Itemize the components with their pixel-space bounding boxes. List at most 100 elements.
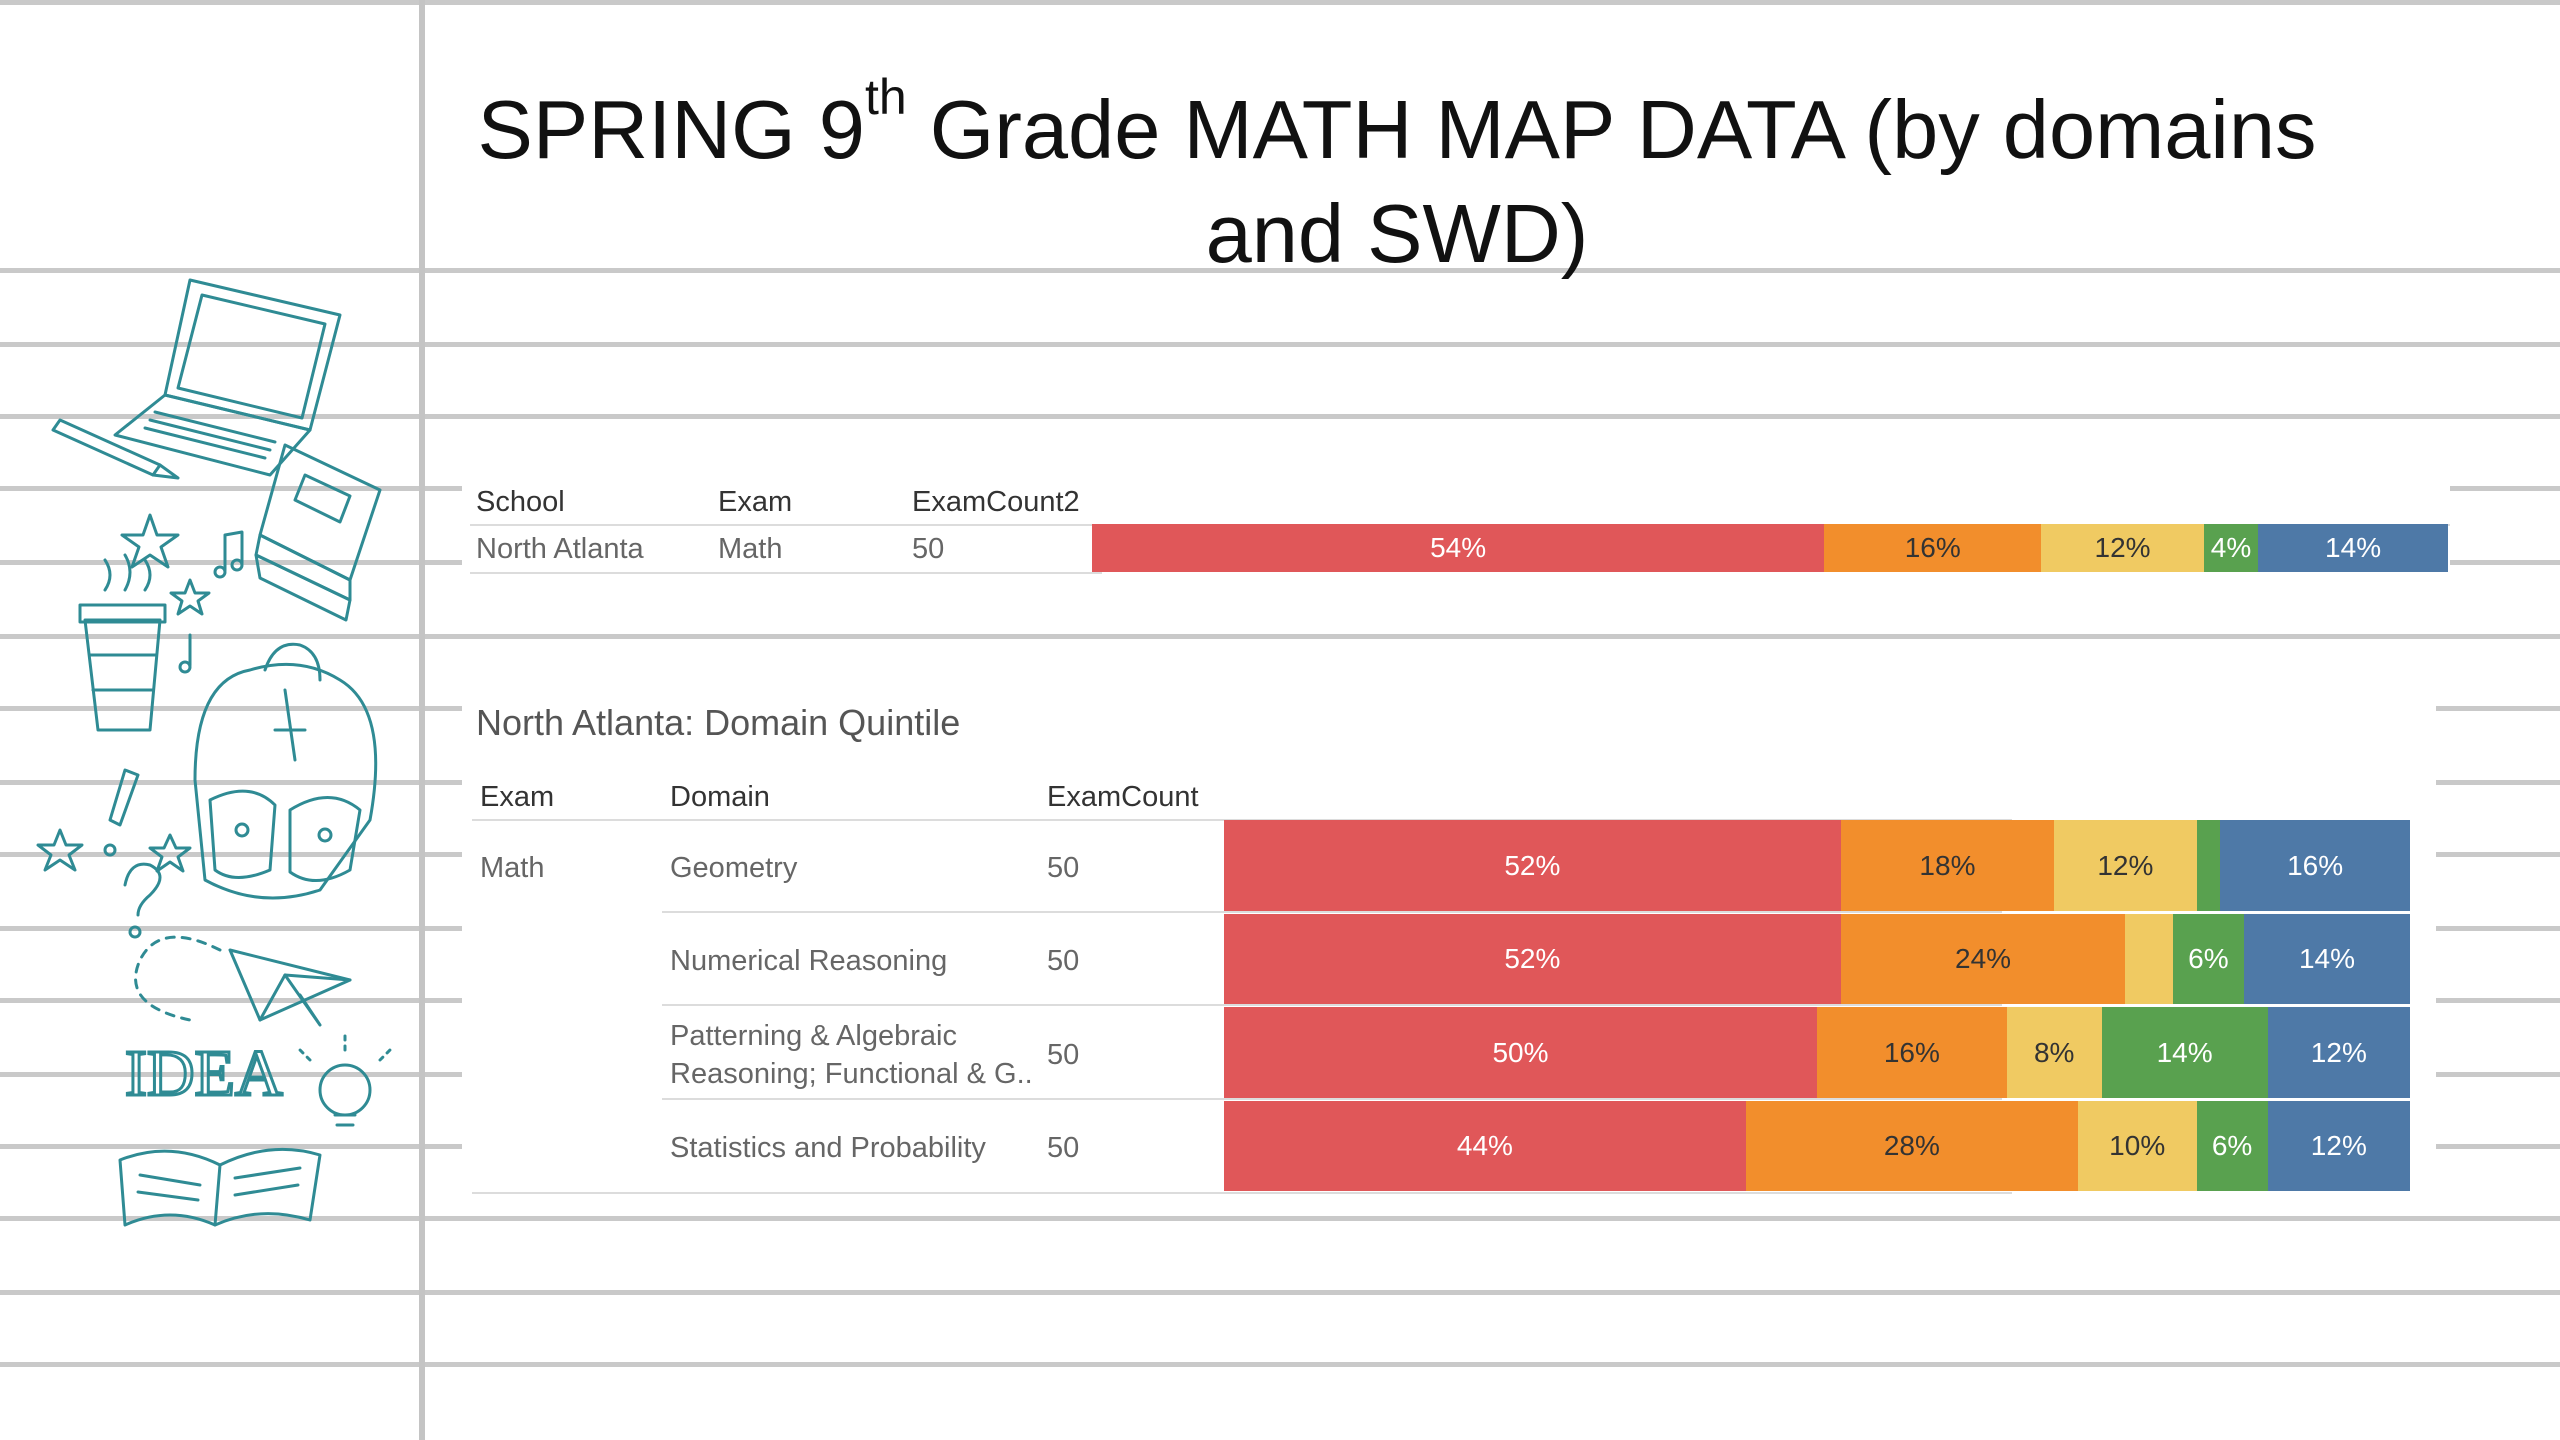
pen-icon	[51, 418, 180, 480]
segment-quintile-4: 14%	[2101, 1007, 2268, 1098]
data-label: 4%	[2210, 532, 2252, 563]
data-label: 14%	[2325, 532, 2382, 563]
data-label: 16%	[2287, 849, 2344, 881]
segment-quintile-2: 28%	[1745, 1101, 2078, 1191]
cell-exam-count: 50	[1047, 1039, 1080, 1071]
cell-exam-count: 50	[1047, 1132, 1080, 1164]
data-label: 18%	[1919, 849, 1976, 881]
cell-domain: Numerical Reasoning	[670, 945, 948, 977]
segment-quintile-2: 16%	[1817, 1007, 2007, 1098]
segment-quintile-5: 12%	[2267, 1007, 2410, 1098]
data-label: 50%	[1492, 1036, 1549, 1068]
segment-quintile-5: 14%	[2258, 524, 2448, 572]
paper-plane-icon	[134, 935, 352, 1027]
segment-quintile-3: 12%	[2054, 820, 2197, 911]
segment-quintile-3	[2125, 914, 2173, 1004]
margin-line	[419, 0, 425, 1440]
header-exam-count: ExamCount	[1047, 781, 1199, 813]
stacked-bar-domain: 52% 24% 6% 14%	[1224, 914, 2410, 1004]
segment-quintile-4	[2196, 820, 2221, 911]
title-rest: Grade MATH MAP DATA (by domains and SWD)	[906, 83, 2317, 280]
data-label: 14%	[2298, 943, 2355, 974]
segment-quintile-2: 16%	[1824, 524, 2042, 572]
cell-domain: Statistics and Probability	[670, 1132, 986, 1164]
segment-quintile-4: 4%	[2203, 524, 2259, 572]
header-exam-count: ExamCount2	[912, 486, 1080, 518]
segment-quintile-1: 54%	[1092, 524, 1825, 572]
ruled-line	[0, 414, 2560, 419]
exclamation-icon	[103, 768, 140, 857]
books-icon	[254, 443, 382, 622]
segment-quintile-1: 52%	[1224, 914, 1841, 1004]
data-label: 16%	[1883, 1036, 1940, 1068]
segment-quintile-1: 50%	[1224, 1007, 1817, 1098]
data-label: 12%	[2310, 1130, 2367, 1161]
title-superscript: th	[864, 69, 907, 125]
star-icon	[120, 513, 211, 616]
data-label: 52%	[1504, 849, 1561, 881]
table-bottom-separator	[472, 1192, 2012, 1194]
cell-domain: Geometry	[670, 852, 798, 884]
cell-domain-line1: Patterning & Algebraic	[670, 1020, 957, 1052]
open-book-icon	[118, 1147, 322, 1227]
stacked-bar-domain: 52% 18% 12% 16%	[1224, 820, 2410, 911]
ruled-line	[0, 342, 2560, 347]
cell-exam-count: 50	[1047, 852, 1080, 884]
segment-quintile-5: 16%	[2220, 820, 2410, 911]
data-label: 52%	[1504, 943, 1561, 974]
data-label: 10%	[2109, 1130, 2166, 1161]
segment-quintile-5: 14%	[2243, 914, 2410, 1004]
header-school: School	[476, 486, 565, 518]
ruled-line	[0, 634, 2560, 639]
data-label: 28%	[1883, 1130, 1940, 1161]
segment-quintile-2: 18%	[1840, 820, 2055, 911]
cell-exam-count: 50	[912, 533, 945, 565]
row-separator	[470, 572, 1102, 574]
segment-quintile-3: 8%	[2006, 1007, 2102, 1098]
segment-quintile-3: 12%	[2041, 524, 2204, 572]
cell-domain-line2: Reasoning; Functional & G..	[670, 1058, 1033, 1090]
segment-quintile-3: 10%	[2077, 1101, 2197, 1191]
slide-title: SPRING 9th Grade MATH MAP DATA (by domai…	[422, 72, 2372, 286]
cell-exam: Math	[480, 852, 545, 884]
header-exam: Exam	[480, 781, 555, 813]
coffee-cup-icon	[78, 553, 167, 732]
data-label: 16%	[1904, 532, 1961, 563]
data-label: 6%	[2188, 943, 2229, 974]
lightbulb-icon	[298, 1033, 392, 1127]
data-label: 14%	[2156, 1036, 2213, 1068]
school-summary-table: School Exam ExamCount2 North Atlanta Mat…	[462, 432, 2450, 622]
idea-text-icon: IDEA	[125, 1037, 283, 1110]
stacked-bar-school: 54% 16% 12% 4% 14%	[1092, 524, 2448, 572]
domain-quintile-table: North Atlanta: Domain Quintile Exam Doma…	[462, 682, 2436, 1202]
ruled-line	[0, 1362, 2560, 1367]
segment-quintile-4: 6%	[2172, 914, 2244, 1004]
row-separator	[662, 1098, 2002, 1100]
row-separator	[662, 1004, 2002, 1006]
data-label: 12%	[2094, 532, 2151, 563]
ruled-line	[0, 1290, 2560, 1295]
row-separator	[662, 911, 2002, 913]
segment-quintile-5: 12%	[2267, 1101, 2410, 1191]
data-label: 6%	[2211, 1130, 2253, 1161]
segment-quintile-4: 6%	[2196, 1101, 2268, 1191]
ruled-line	[0, 0, 2560, 5]
stacked-bar-domain: 50% 16% 8% 14% 12%	[1224, 1007, 2410, 1098]
data-label: 12%	[2097, 849, 2154, 881]
stacked-bar-domain: 44% 28% 10% 6% 12%	[1224, 1101, 2410, 1191]
data-label: 12%	[2310, 1036, 2367, 1068]
backpack-icon	[193, 642, 378, 900]
segment-quintile-1: 44%	[1224, 1101, 1746, 1191]
segment-quintile-1: 52%	[1224, 820, 1841, 911]
question-icon	[36, 828, 192, 939]
data-label: 54%	[1430, 532, 1487, 563]
cell-exam-count: 50	[1047, 945, 1080, 977]
domain-table-title: North Atlanta: Domain Quintile	[476, 702, 961, 743]
music-note-icon	[178, 530, 244, 674]
doodle-illustrations: IDEA	[36, 278, 392, 1227]
cell-exam: Math	[718, 533, 783, 565]
ruled-line	[0, 268, 2560, 273]
cell-school: North Atlanta	[476, 533, 644, 565]
data-label: 24%	[1955, 943, 2012, 974]
data-label: 44%	[1456, 1130, 1513, 1161]
